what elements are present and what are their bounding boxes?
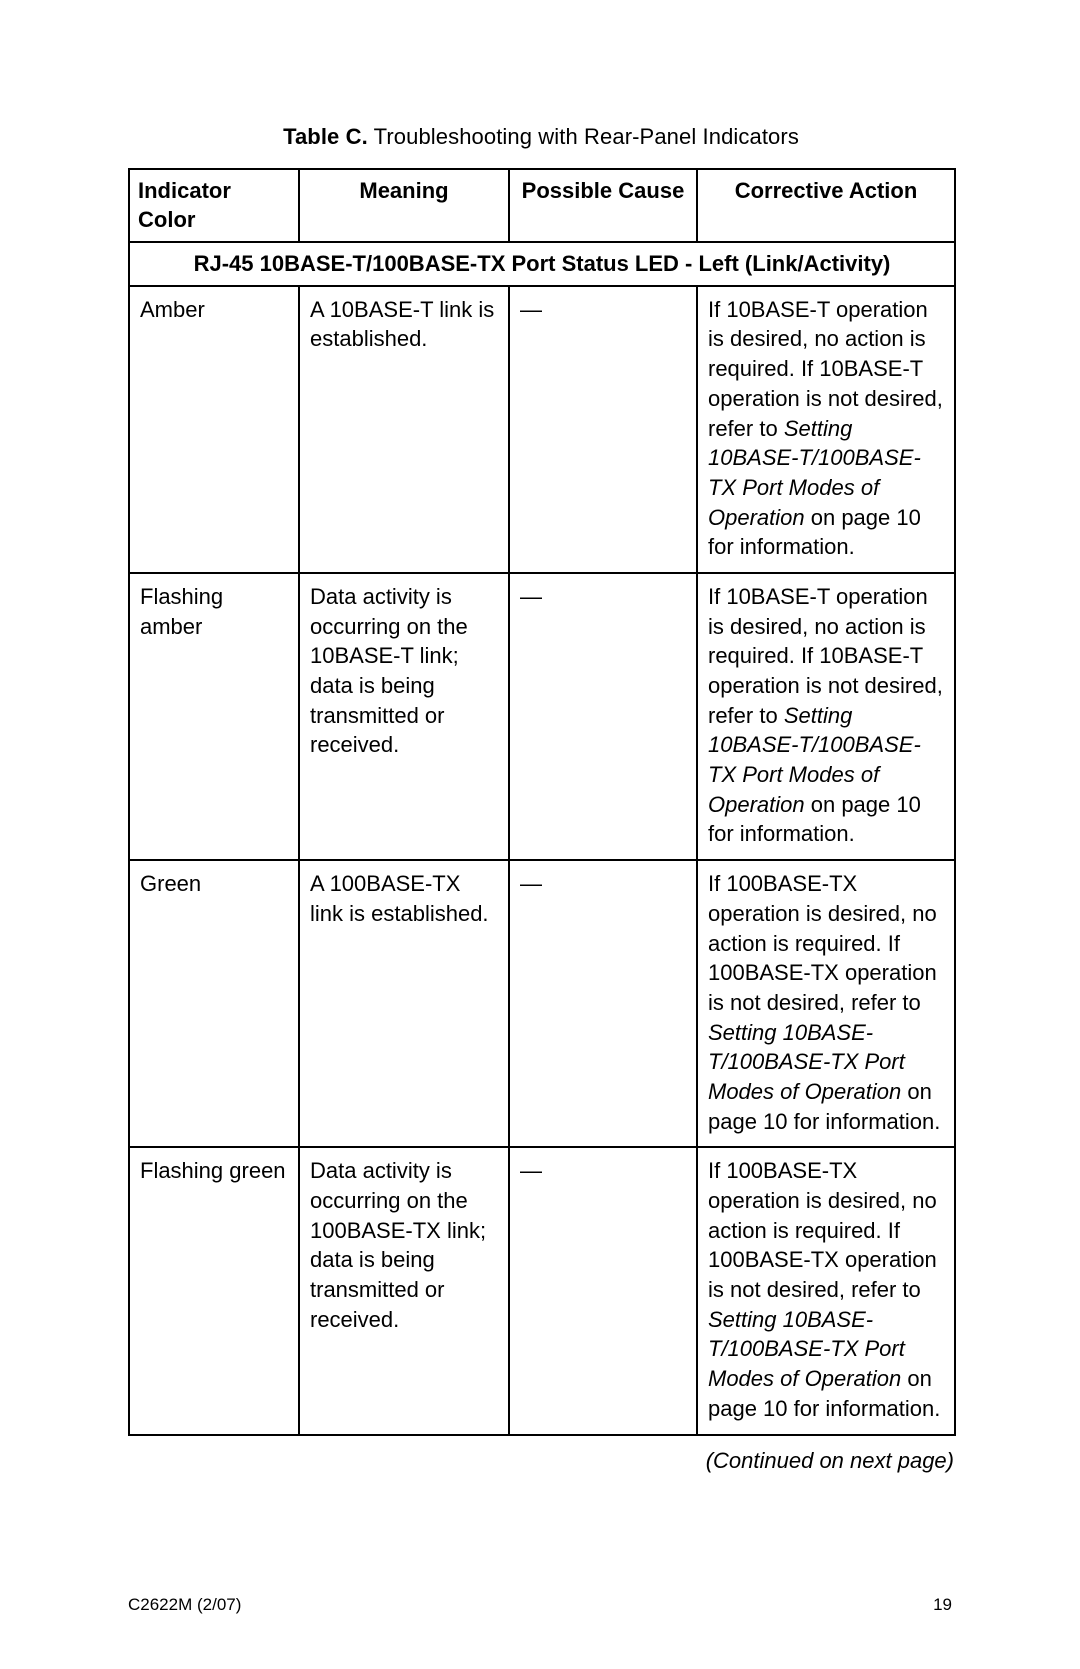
action-text-pre: If 100BASE-TX operation is desired, no a… <box>708 871 937 1015</box>
action-text-emphasis: Setting 10BASE-T/100BASE-TX Port Modes o… <box>708 1307 905 1391</box>
cell-indicator: Flashing green <box>129 1147 299 1434</box>
cell-indicator: Amber <box>129 286 299 573</box>
footer-page-number: 19 <box>933 1594 952 1617</box>
troubleshooting-table: Indicator Color Meaning Possible Cause C… <box>128 168 956 1436</box>
table-row: Flashing amber Data activity is occurrin… <box>129 573 955 860</box>
table-header-row: Indicator Color Meaning Possible Cause C… <box>129 169 955 242</box>
cell-action: If 10BASE-T operation is desired, no act… <box>697 573 955 860</box>
col-header-meaning: Meaning <box>299 169 509 242</box>
continued-note: (Continued on next page) <box>128 1446 954 1476</box>
table-caption: Table C. Troubleshooting with Rear-Panel… <box>128 122 954 152</box>
cell-cause: — <box>509 573 697 860</box>
action-text-emphasis: Setting 10BASE-T/100BASE-TX Port Modes o… <box>708 1020 905 1104</box>
table-row: Amber A 10BASE-T link is established. — … <box>129 286 955 573</box>
cell-action: If 100BASE-TX operation is desired, no a… <box>697 1147 955 1434</box>
cell-cause: — <box>509 860 697 1147</box>
table-section-header: RJ-45 10BASE-T/100BASE-TX Port Status LE… <box>129 242 955 286</box>
col-header-indicator: Indicator Color <box>129 169 299 242</box>
action-text-pre: If 100BASE-TX operation is desired, no a… <box>708 1158 937 1302</box>
cell-action: If 10BASE-T operation is desired, no act… <box>697 286 955 573</box>
footer-doc-id: C2622M (2/07) <box>128 1594 241 1617</box>
cell-meaning: Data activity is occurring on the 10BASE… <box>299 573 509 860</box>
cell-action: If 100BASE-TX operation is desired, no a… <box>697 860 955 1147</box>
cell-meaning: A 10BASE-T link is established. <box>299 286 509 573</box>
col-header-cause: Possible Cause <box>509 169 697 242</box>
table-caption-label: Table C. <box>283 124 368 149</box>
cell-indicator: Green <box>129 860 299 1147</box>
cell-meaning: A 100BASE-TX link is established. <box>299 860 509 1147</box>
cell-meaning: Data activity is occurring on the 100BAS… <box>299 1147 509 1434</box>
col-header-action: Corrective Action <box>697 169 955 242</box>
page-content: Table C. Troubleshooting with Rear-Panel… <box>128 122 954 1475</box>
table-caption-title: Troubleshooting with Rear-Panel Indicato… <box>374 124 799 149</box>
table-row: Green A 100BASE-TX link is established. … <box>129 860 955 1147</box>
cell-cause: — <box>509 1147 697 1434</box>
table-row: Flashing green Data activity is occurrin… <box>129 1147 955 1434</box>
table-section-row: RJ-45 10BASE-T/100BASE-TX Port Status LE… <box>129 242 955 286</box>
cell-cause: — <box>509 286 697 573</box>
cell-indicator: Flashing amber <box>129 573 299 860</box>
